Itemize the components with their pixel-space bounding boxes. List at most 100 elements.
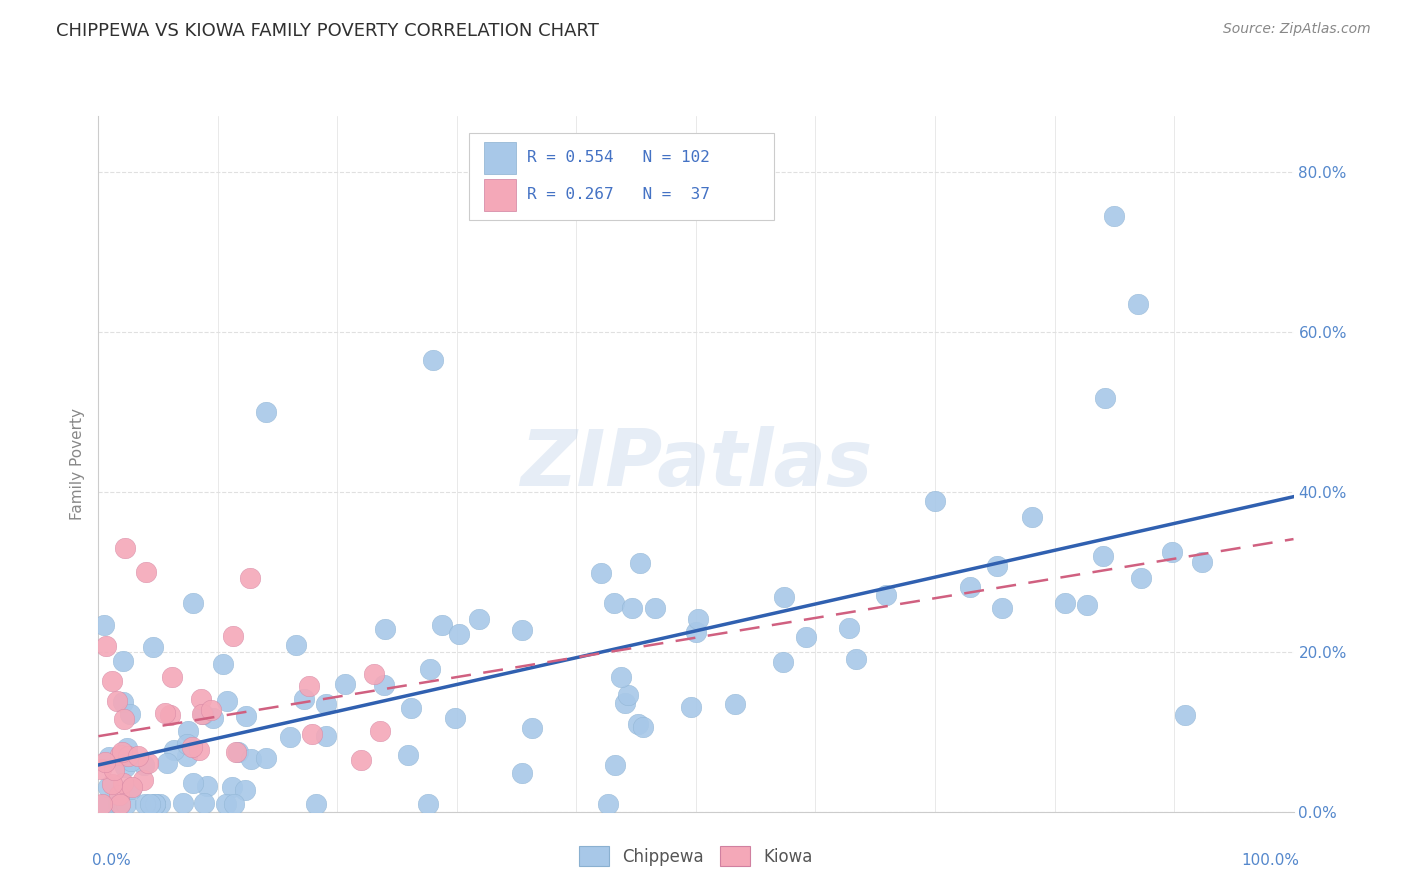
Point	[686, 612, 709, 626]
Point	[603, 758, 626, 772]
Point	[1094, 392, 1116, 406]
Point	[430, 618, 453, 632]
Point	[193, 796, 215, 810]
Y-axis label: Family Poverty: Family Poverty	[70, 408, 86, 520]
Point	[134, 758, 156, 772]
Point	[226, 745, 249, 759]
Point	[240, 752, 263, 766]
Point	[772, 655, 794, 669]
Point	[162, 670, 184, 684]
Point	[111, 745, 134, 759]
Point	[298, 679, 321, 693]
Point	[115, 797, 138, 811]
Point	[90, 762, 112, 776]
Point	[108, 788, 131, 802]
Point	[120, 707, 142, 722]
Point	[136, 756, 159, 771]
Point	[110, 797, 132, 811]
Point	[396, 748, 419, 763]
Point	[103, 764, 125, 778]
Point	[132, 772, 155, 787]
Point	[121, 780, 143, 794]
Point	[679, 700, 702, 714]
Point	[101, 673, 124, 688]
Point	[419, 662, 441, 676]
Point	[613, 696, 636, 710]
Text: ZIPatlas: ZIPatlas	[520, 425, 872, 502]
Text: Source: ZipAtlas.com: Source: ZipAtlas.com	[1223, 22, 1371, 37]
Point	[685, 624, 707, 639]
Point	[176, 748, 198, 763]
Point	[422, 352, 444, 367]
Point	[111, 654, 134, 668]
Point	[1174, 707, 1197, 722]
Point	[110, 797, 132, 811]
Point	[644, 600, 666, 615]
Point	[114, 760, 136, 774]
Point	[399, 701, 422, 715]
Point	[254, 405, 277, 419]
Point	[838, 621, 860, 635]
Point	[617, 688, 640, 702]
Point	[444, 711, 467, 725]
Point	[363, 666, 385, 681]
Point	[117, 748, 139, 763]
Point	[181, 740, 204, 755]
Point	[120, 754, 142, 768]
Point	[254, 751, 277, 765]
Point	[191, 707, 214, 722]
Point	[108, 748, 131, 763]
Point	[181, 596, 204, 610]
Point	[959, 580, 981, 594]
Point	[603, 596, 626, 610]
Point	[333, 677, 356, 691]
Point	[315, 698, 337, 712]
Point	[1128, 297, 1150, 311]
Point	[98, 749, 121, 764]
Point	[100, 777, 122, 791]
Point	[142, 640, 165, 654]
Point	[202, 711, 225, 725]
Point	[794, 631, 817, 645]
Point	[1102, 209, 1125, 223]
Point	[233, 782, 256, 797]
Point	[628, 557, 651, 571]
Point	[1191, 556, 1213, 570]
Point	[368, 723, 391, 738]
Point	[134, 797, 156, 811]
Point	[211, 657, 233, 672]
Point	[510, 765, 533, 780]
Point	[111, 776, 134, 790]
Point	[1054, 596, 1077, 610]
Point	[924, 494, 946, 508]
Text: CHIPPEWA VS KIOWA FAMILY POVERTY CORRELATION CHART: CHIPPEWA VS KIOWA FAMILY POVERTY CORRELA…	[56, 22, 599, 40]
Point	[620, 600, 643, 615]
Point	[93, 797, 115, 811]
Point	[143, 797, 166, 811]
Text: R = 0.267   N =  37: R = 0.267 N = 37	[527, 187, 710, 202]
Point	[153, 706, 176, 721]
Point	[215, 797, 238, 811]
Point	[610, 670, 633, 684]
Point	[200, 703, 222, 717]
Point	[172, 796, 194, 810]
FancyBboxPatch shape	[485, 143, 516, 175]
Point	[149, 797, 172, 811]
Point	[292, 692, 315, 706]
Point	[111, 696, 134, 710]
FancyBboxPatch shape	[470, 134, 773, 220]
Point	[105, 694, 128, 708]
Point	[1130, 571, 1153, 585]
Point	[305, 797, 328, 811]
Point	[162, 743, 184, 757]
Point	[301, 727, 323, 741]
Point	[633, 720, 655, 734]
Point	[97, 780, 120, 794]
Point	[1161, 545, 1184, 559]
Point	[222, 629, 245, 643]
Point	[598, 797, 620, 811]
Point	[447, 627, 470, 641]
Point	[724, 697, 747, 711]
Point	[845, 652, 868, 666]
Point	[91, 797, 114, 811]
